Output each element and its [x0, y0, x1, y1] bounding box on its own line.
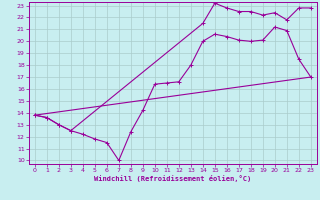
X-axis label: Windchill (Refroidissement éolien,°C): Windchill (Refroidissement éolien,°C)	[94, 175, 252, 182]
